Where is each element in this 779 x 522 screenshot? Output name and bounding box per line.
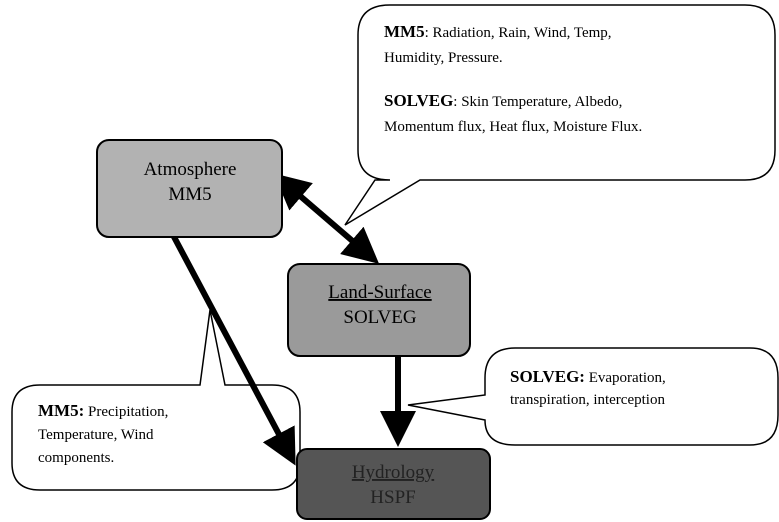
node-label: Land-Surface	[328, 282, 431, 303]
callout-bubble	[344, 4, 776, 226]
callout-heading: SOLVEG	[384, 91, 453, 110]
arrow	[170, 233, 296, 466]
node-box	[296, 448, 491, 520]
arrow	[273, 173, 380, 264]
node-model: MM5	[168, 184, 211, 205]
node-label: Atmosphere	[144, 159, 237, 180]
callout-line: components.	[38, 450, 114, 466]
callout-line: SOLVEG: Skin Temperature, Albedo,	[384, 91, 622, 110]
node-label: Hydrology	[352, 462, 435, 483]
node-model: SOLVEG	[343, 307, 416, 328]
node-box	[96, 139, 283, 238]
callout-heading: SOLVEG:	[510, 367, 585, 386]
callout-line: MM5: Radiation, Rain, Wind, Temp,	[384, 22, 612, 41]
callout-line: Momentum flux, Heat flux, Moisture Flux.	[384, 119, 642, 135]
callout-text: Precipitation,	[84, 404, 168, 420]
callout-bubble	[11, 309, 301, 491]
node-model: HSPF	[370, 487, 415, 508]
callout-line: Temperature, Wind	[38, 427, 154, 443]
callout-line: transpiration, interception	[510, 392, 665, 408]
callout-line: Humidity, Pressure.	[384, 50, 503, 66]
callout-heading: MM5	[384, 22, 425, 41]
callout-bubble	[407, 347, 779, 446]
node-box	[287, 263, 471, 357]
callout-text: : Skin Temperature, Albedo,	[453, 94, 622, 110]
callout-line: SOLVEG: Evaporation,	[510, 367, 666, 386]
callout-heading: MM5:	[38, 401, 84, 420]
callout-text: : Radiation, Rain, Wind, Temp,	[425, 25, 612, 41]
callout-text: Evaporation,	[585, 370, 666, 386]
callout-line: MM5: Precipitation,	[38, 401, 168, 420]
